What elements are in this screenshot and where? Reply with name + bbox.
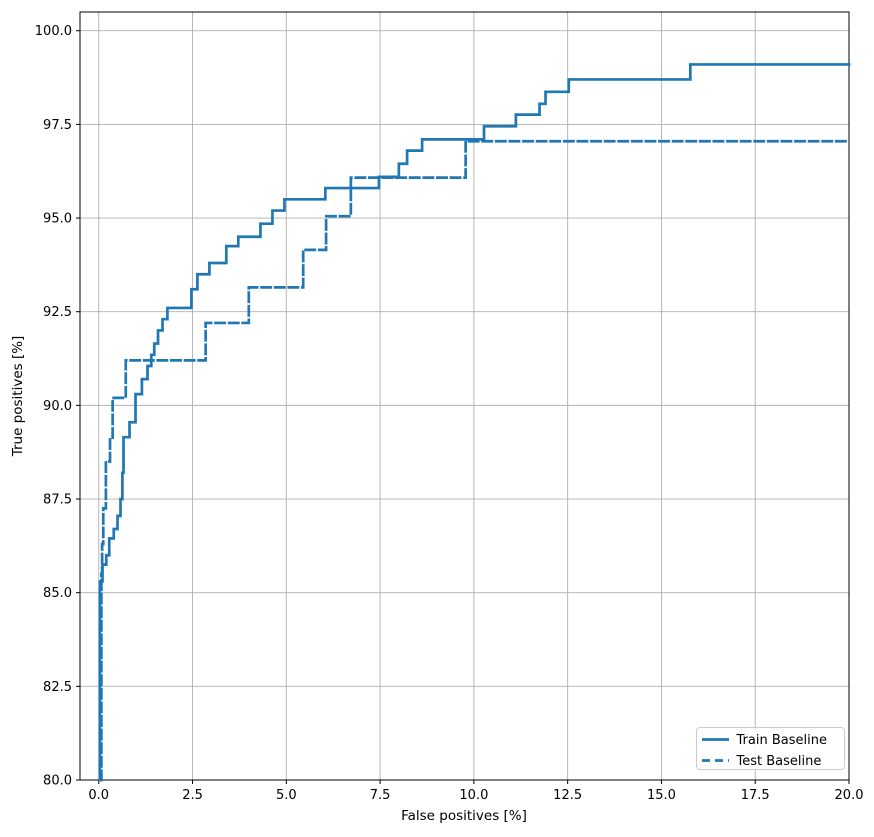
x-tick-label: 2.5 bbox=[182, 788, 203, 803]
legend-box bbox=[696, 727, 845, 770]
y-tick-label: 92.5 bbox=[43, 305, 72, 320]
x-tick-label: 20.0 bbox=[835, 788, 864, 803]
x-tick-label: 17.5 bbox=[741, 788, 770, 803]
x-tick-label: 0.0 bbox=[88, 788, 109, 803]
x-tick-label: 15.0 bbox=[647, 788, 676, 803]
x-tick-label: 5.0 bbox=[276, 788, 297, 803]
y-tick-label: 97.5 bbox=[43, 118, 72, 133]
y-tick-label: 82.5 bbox=[43, 680, 72, 695]
legend: Train Baseline Test Baseline bbox=[696, 727, 845, 770]
x-tick-label: 7.5 bbox=[370, 788, 391, 803]
test-baseline-line bbox=[100, 139, 851, 782]
train-baseline-line bbox=[98, 63, 851, 782]
y-tick-label: 87.5 bbox=[43, 493, 72, 508]
plot-border bbox=[79, 11, 850, 781]
y-tick-label: 85.0 bbox=[43, 586, 72, 601]
legend-label-test: Test Baseline bbox=[736, 754, 822, 769]
y-tick-label: 95.0 bbox=[43, 212, 72, 227]
x-tick-label: 10.0 bbox=[459, 788, 488, 803]
x-tick-label: 12.5 bbox=[553, 788, 582, 803]
legend-label-train: Train Baseline bbox=[736, 733, 827, 748]
plot-layer: 0.0 2.5 5.0 7.5 10.0 12.5 15.0 17.5 20.0 80.0 82.5… bbox=[35, 11, 864, 803]
y-tick-label: 80.0 bbox=[43, 774, 72, 789]
y-tick-label: 90.0 bbox=[43, 399, 72, 414]
y-axis-label: True positives [%] bbox=[10, 336, 26, 458]
y-tick-label: 100.0 bbox=[35, 24, 72, 39]
x-axis-label: False positives [%] bbox=[401, 808, 527, 824]
